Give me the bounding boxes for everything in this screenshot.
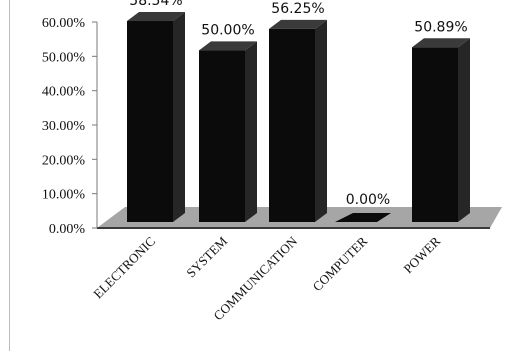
data-labels: 58.54% 50.00% 56.25% 0.00% 50.89%	[129, 0, 467, 208]
x-tick-label-power: POWER	[400, 233, 443, 276]
bar-communication	[269, 19, 327, 222]
y-tick-label: 60.00%	[42, 16, 86, 31]
bars	[127, 12, 470, 223]
bar-front-face	[127, 21, 173, 223]
data-label-computer: 0.00%	[346, 192, 390, 208]
y-tick-label: 0.00%	[49, 222, 86, 237]
x-tick-label-computer: COMPUTER	[309, 233, 370, 294]
bar-front-face	[269, 28, 315, 222]
data-label-electronic: 58.54%	[129, 0, 182, 9]
bar-front-face	[412, 47, 458, 223]
bar-top-face	[127, 12, 185, 22]
bar-system	[199, 41, 257, 223]
bar-power	[412, 38, 470, 223]
bar-computer	[335, 213, 391, 222]
y-tick-label: 10.00%	[42, 188, 86, 203]
y-tick-label: 20.00%	[42, 153, 86, 168]
bar-side-face	[315, 19, 327, 222]
bar-front-face	[199, 50, 245, 223]
bar-electronic	[127, 12, 185, 223]
bar-top-face	[412, 38, 470, 48]
bar-side-face	[245, 41, 257, 223]
y-axis-tick-labels: 0.00% 10.00% 20.00% 30.00% 40.00% 50.00% 60.00…	[42, 16, 86, 237]
bar-side-face	[458, 38, 470, 223]
data-label-power: 50.89%	[414, 19, 467, 35]
bar-top-face	[269, 19, 327, 29]
x-tick-label-electronic: ELECTRONIC	[90, 234, 158, 302]
y-tick-label: 50.00%	[42, 50, 86, 65]
x-tick-label-system: SYSTEM	[183, 233, 230, 280]
y-axis	[92, 21, 98, 229]
data-label-communication: 56.25%	[271, 1, 324, 17]
data-label-system: 50.00%	[201, 22, 254, 38]
y-tick-label: 40.00%	[42, 85, 86, 100]
left-border-line	[9, 0, 10, 351]
bar-flat	[335, 213, 391, 222]
bar-top-face	[199, 41, 257, 51]
bar-side-face	[173, 12, 185, 223]
y-tick-label: 30.00%	[42, 119, 86, 134]
